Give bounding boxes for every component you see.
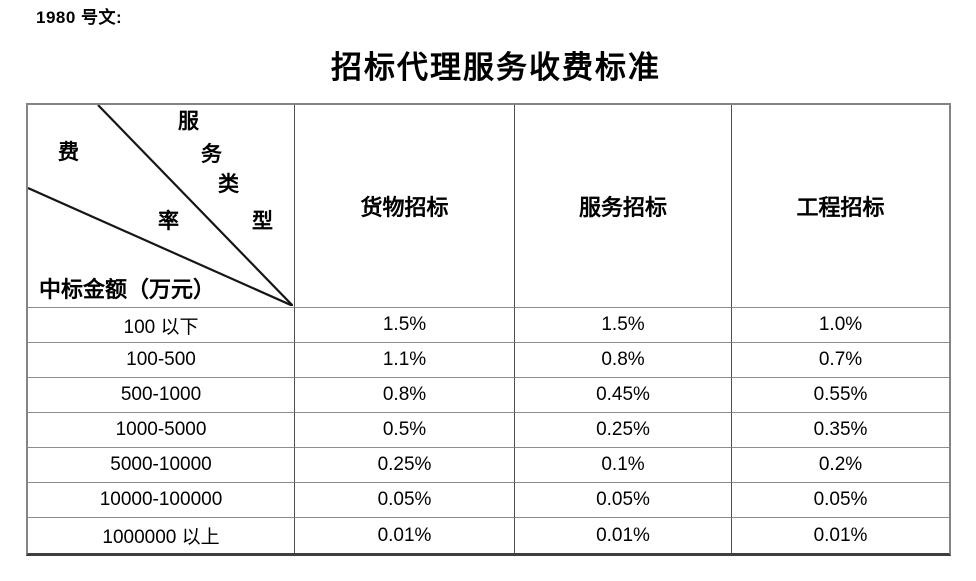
diagonal-divider-lines bbox=[28, 105, 293, 306]
fee-table: 费 率 服 务 类 型 中标金额（万元） 货物招标 服务招标 工程招标 100 … bbox=[26, 103, 951, 556]
table-cell: 0.01% bbox=[515, 518, 732, 553]
table-cell: 0.55% bbox=[732, 378, 949, 413]
table-cell: 0.01% bbox=[295, 518, 515, 553]
row-label: 10000-100000 bbox=[28, 483, 295, 518]
corner-type-char-4: 型 bbox=[252, 209, 273, 233]
page-title: 招标代理服务收费标准 bbox=[331, 50, 661, 85]
corner-type-char-2: 务 bbox=[201, 142, 222, 166]
doc-ref: 1980 号文: bbox=[36, 8, 123, 27]
table-cell: 1.5% bbox=[515, 308, 732, 343]
row-label: 500-1000 bbox=[28, 378, 295, 413]
table-cell: 0.05% bbox=[295, 483, 515, 518]
row-label: 100-500 bbox=[28, 343, 295, 378]
row-label: 5000-10000 bbox=[28, 448, 295, 483]
table-cell: 0.25% bbox=[515, 413, 732, 448]
table-cell: 0.45% bbox=[515, 378, 732, 413]
row-label: 1000000 以上 bbox=[28, 518, 295, 553]
table-cell: 1.5% bbox=[295, 308, 515, 343]
table-cell: 0.8% bbox=[515, 343, 732, 378]
column-header-services: 服务招标 bbox=[515, 105, 732, 308]
table-cell: 0.35% bbox=[732, 413, 949, 448]
table-cell: 1.0% bbox=[732, 308, 949, 343]
row-label: 100 以下 bbox=[28, 308, 295, 343]
corner-type-char-3: 类 bbox=[218, 172, 239, 196]
corner-amount-label: 中标金额（万元） bbox=[39, 277, 216, 302]
column-header-engineering: 工程招标 bbox=[732, 105, 949, 308]
corner-fee-char-1: 费 bbox=[58, 140, 79, 164]
table-cell: 0.7% bbox=[732, 343, 949, 378]
column-header-goods: 货物招标 bbox=[295, 105, 515, 308]
table-cell: 0.8% bbox=[295, 378, 515, 413]
table-cell: 0.01% bbox=[813, 524, 868, 546]
corner-header-cell: 费 率 服 务 类 型 中标金额（万元） bbox=[28, 105, 295, 308]
table-cell: 0.25% bbox=[295, 448, 515, 483]
corner-type-char-1: 服 bbox=[178, 109, 199, 133]
table-cell: 0.5% bbox=[295, 413, 515, 448]
table-cell: 1.1% bbox=[295, 343, 515, 378]
table-cell: 0.1% bbox=[515, 448, 732, 483]
corner-fee-char-2: 率 bbox=[158, 209, 179, 233]
table-cell: 0.05% bbox=[732, 483, 949, 518]
table-cell: 0.2% bbox=[732, 448, 949, 483]
table-cell: 0.05% bbox=[515, 483, 732, 518]
row-label: 1000-5000 bbox=[28, 413, 295, 448]
